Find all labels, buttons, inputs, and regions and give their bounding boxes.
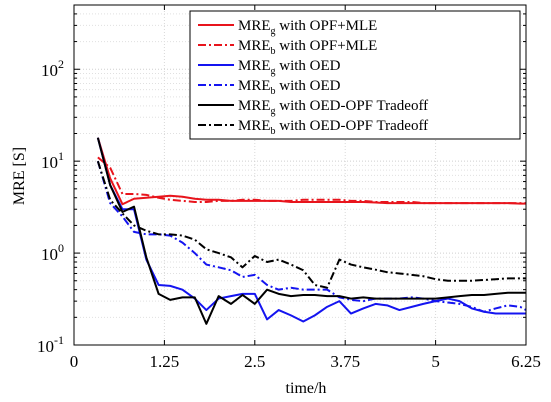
legend-entry: MREb with OED-OPF Tradeoff (238, 118, 428, 137)
y-tick-exponent: 1 (58, 149, 64, 163)
legend-entry-rest: with OED (276, 58, 341, 74)
x-tick-label: 0 (70, 352, 79, 371)
x-tick-label: 2.5 (244, 352, 265, 371)
legend-box (189, 10, 521, 140)
series-layer (96, 137, 527, 325)
x-tick-label: 1.25 (150, 352, 180, 371)
y-tick-base: 10 (41, 61, 58, 80)
x-tick-label: 5 (431, 352, 440, 371)
legend-entry: MREg with OED (238, 58, 341, 77)
legend-entry-rest: with OED-OPF Tradeoff (276, 98, 429, 114)
tick-layer (73, 4, 527, 346)
y-tick-base: 10 (37, 337, 54, 356)
y-tick-exponent: 2 (58, 57, 64, 71)
legend-entry-rest: with OED (276, 78, 341, 94)
legend-entry-main: MRE (238, 118, 271, 134)
y-tick-label: 10-1 (37, 333, 64, 356)
x-tick-labels: 0 1.25 2.5 3.75 5 6.25 (70, 352, 541, 371)
legend-entry: MREb with OED (238, 78, 341, 97)
y-tick-exponent: 0 (58, 241, 64, 255)
legend-entry-rest: with OPF+MLE (276, 38, 378, 54)
y-tick-label: 100 (41, 241, 64, 264)
series-line-6 (96, 160, 526, 289)
series-line-4 (96, 160, 527, 313)
series-line-5 (96, 137, 526, 325)
y-tick-exponent: -1 (54, 333, 64, 347)
legend-entry-main: MRE (238, 38, 271, 54)
legend-entry-subscript: b (271, 46, 276, 57)
y-tick-label: 101 (41, 149, 64, 172)
legend-entry-subscript: b (271, 86, 276, 97)
legend-entry-rest: with OED-OPF Tradeoff (276, 118, 429, 134)
legend-entry-main: MRE (238, 18, 271, 34)
legend-entry: MREg with OED-OPF Tradeoff (238, 98, 428, 117)
x-tick-label: 3.75 (330, 352, 360, 371)
legend-entry-main: MRE (238, 78, 271, 94)
series-line-1 (96, 137, 526, 206)
legend-entry-main: MRE (238, 58, 271, 74)
y-tick-label: 102 (41, 57, 64, 80)
y-axis-label: MRE [S] (11, 147, 28, 205)
legend-entry-subscript: g (271, 26, 276, 37)
legend-entry-subscript: g (271, 66, 276, 77)
legend-entry: MREg with OPF+MLE (238, 18, 377, 37)
series-line-3 (96, 137, 526, 323)
y-tick-base: 10 (41, 245, 58, 264)
x-tick-label: 6.25 (511, 352, 541, 371)
legend-entry: MREb with OPF+MLE (238, 38, 377, 57)
x-axis-label: time/h (286, 380, 327, 397)
legend-entry-rest: with OPF+MLE (276, 18, 378, 34)
y-tick-base: 10 (41, 153, 58, 172)
legend-entry-main: MRE (238, 98, 271, 114)
legend-entry-subscript: g (271, 106, 276, 117)
legend-entry-subscript: b (271, 126, 276, 137)
